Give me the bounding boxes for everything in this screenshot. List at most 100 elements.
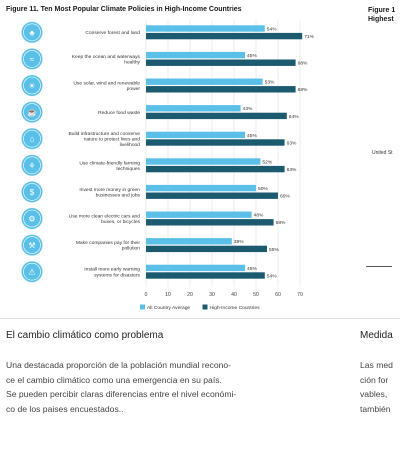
bar-all-country: [146, 211, 252, 218]
bar-value-label: 45%: [247, 266, 257, 272]
bar-all-country: [146, 105, 241, 112]
bar-high-income: [146, 32, 303, 40]
bar-all-country: [146, 158, 261, 165]
bar-all-country: [146, 238, 232, 245]
x-tick-label: 30: [209, 292, 215, 298]
bar-value-label: 54%: [267, 273, 277, 279]
bar-high-income: [146, 192, 278, 199]
category-label: pollution: [122, 246, 140, 252]
x-tick-label: 70: [297, 292, 303, 298]
farming-icon: [21, 154, 43, 176]
warning-icon: [21, 261, 43, 283]
body-line: ce el cambio climático como una emergenc…: [6, 374, 222, 385]
policy-bar-chart: 0 10 20 30 40 50 60 70 ♣ Conserve forest and land…: [21, 19, 315, 311]
right-figure-title: Figure 1 Highest: [368, 6, 395, 24]
bar-all-country: [146, 78, 263, 85]
category-label: systems for disasters: [94, 272, 140, 278]
x-tick-label: 40: [231, 292, 237, 298]
right-title-line: Highest: [368, 16, 394, 23]
bar-value-label: 58%: [276, 220, 286, 226]
factory-icon-ring: [23, 236, 41, 254]
car-icon-ring: [23, 209, 41, 228]
bar-all-country: [146, 131, 245, 139]
category-label: Install more early warning: [84, 267, 140, 273]
right-chart-label: United St: [372, 150, 393, 156]
bar-high-income: [146, 139, 285, 146]
x-tick-label: 10: [165, 292, 171, 298]
solar-icon-glyph: ☀: [28, 82, 35, 91]
bar-value-label: 43%: [243, 106, 253, 112]
section-divider: [0, 318, 400, 319]
category-label: power: [127, 86, 141, 92]
bar-value-label: 68%: [298, 87, 308, 93]
bar-value-label: 45%: [247, 53, 257, 59]
solar-icon-ring: [23, 76, 41, 95]
x-tick-label: 0: [145, 292, 148, 298]
bar-value-label: 64%: [289, 114, 299, 120]
bar-value-label: 39%: [234, 239, 244, 245]
food-icon-ring: [23, 103, 41, 121]
legend-swatch: [202, 304, 208, 310]
legend-label: High-Income Countries: [210, 305, 261, 311]
bar-value-label: 63%: [287, 167, 297, 173]
forest-icon: [21, 21, 43, 43]
ocean-icon: [21, 48, 43, 70]
warning-icon-glyph: ⚠: [28, 268, 35, 277]
category-label: Invest more money in green: [79, 187, 140, 193]
right-chart-line: [366, 266, 392, 267]
x-tick-label: 60: [275, 292, 281, 298]
warning-icon-ring: [23, 262, 41, 281]
category-label: Conserve forest and land: [85, 30, 140, 36]
money-icon-glyph: $: [30, 188, 35, 197]
ocean-icon-ring: [23, 50, 41, 68]
right-section-heading: Medida: [360, 330, 393, 341]
category-label: Use more clean electric cars and: [69, 214, 140, 220]
bar-high-income: [146, 245, 267, 253]
money-icon-ring: [23, 183, 41, 201]
factory-icon: [21, 234, 43, 256]
right-body-line: también: [360, 403, 391, 414]
category-label: Keep the ocean and waterways: [72, 54, 141, 60]
right-article-body: Las med ción for vables, también: [360, 358, 393, 416]
figure-title: Figure 11. Ten Most Popular Climate Poli…: [6, 6, 242, 13]
body-line: Se pueden percibir claras diferencias en…: [6, 389, 237, 399]
ocean-icon-glyph: ≈: [30, 55, 35, 64]
bar-all-country: [146, 264, 245, 272]
bar-value-label: 63%: [287, 140, 297, 146]
car-icon: [21, 208, 43, 229]
bar-value-label: 54%: [267, 26, 277, 32]
bar-value-label: 55%: [269, 247, 279, 253]
infrastructure-icon-glyph: ⌂: [30, 135, 35, 144]
farming-icon-glyph: ⚘: [28, 161, 35, 170]
x-tick-label: 50: [253, 292, 259, 298]
car-icon-glyph: ⚙: [28, 215, 35, 224]
bar-value-label: 71%: [304, 34, 314, 40]
category-label: businesses and jobs: [96, 193, 141, 199]
forest-icon-glyph: ♣: [29, 28, 35, 37]
x-tick-label: 20: [187, 292, 193, 298]
bar-value-label: 48%: [254, 213, 264, 219]
category-label: Make companies pay for their: [76, 240, 141, 246]
money-icon: [21, 181, 43, 203]
infrastructure-icon: [21, 128, 43, 150]
forest-icon-ring: [23, 23, 41, 42]
bar-all-country: [146, 51, 245, 59]
bar-value-label: 52%: [262, 159, 272, 165]
bar-all-country: [146, 184, 256, 192]
bar-value-label: 50%: [258, 186, 268, 192]
category-label: livelihood: [120, 142, 141, 148]
bar-high-income: [146, 59, 296, 66]
category-label: nature to protect lives and: [84, 137, 141, 143]
factory-icon-glyph: ⚒: [28, 241, 35, 250]
bar-high-income: [146, 112, 287, 120]
category-label: techniques: [116, 166, 140, 172]
right-body-line: ción for: [360, 374, 389, 385]
bar-value-label: 45%: [247, 133, 257, 139]
infrastructure-icon-ring: [23, 129, 41, 148]
body-line: co de los paises encuestados..: [6, 403, 124, 414]
category-label: Use solar, wind and renewable: [73, 81, 140, 87]
bar-high-income: [146, 86, 296, 93]
bar-value-label: 68%: [298, 61, 308, 67]
bar-all-country: [146, 25, 265, 32]
legend-label: All Country Average: [147, 305, 190, 311]
